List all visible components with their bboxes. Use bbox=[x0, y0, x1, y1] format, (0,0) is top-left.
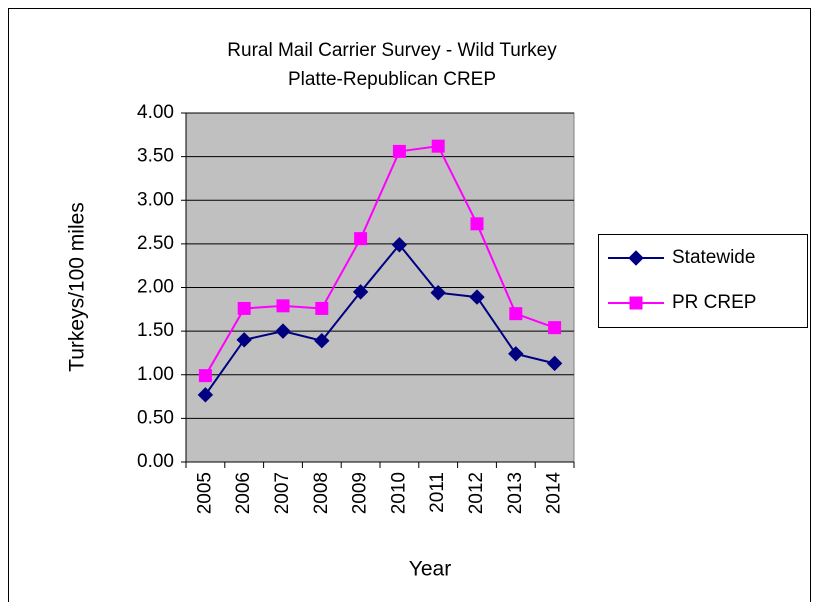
data-point bbox=[469, 289, 485, 305]
data-point bbox=[198, 369, 212, 383]
y-tick-label: 3.00 bbox=[137, 189, 174, 210]
y-tick-label: 0.50 bbox=[137, 407, 174, 428]
data-point bbox=[314, 333, 330, 349]
x-tick-label: 2011 bbox=[427, 472, 448, 513]
chart-subtitle: Platte-Republican CREP bbox=[288, 69, 496, 90]
legend-marker bbox=[628, 250, 644, 266]
data-point bbox=[237, 301, 251, 315]
y-tick-label: 2.50 bbox=[137, 233, 174, 254]
data-point bbox=[315, 301, 329, 315]
data-point bbox=[546, 355, 563, 372]
y-axis-title: Turkeys/100 miles bbox=[66, 202, 89, 372]
series-line bbox=[204, 145, 555, 377]
y-tick-label: 4.00 bbox=[137, 102, 174, 123]
data-point bbox=[430, 285, 446, 301]
data-point bbox=[275, 323, 291, 339]
data-point bbox=[354, 232, 368, 246]
x-axis-title: Year bbox=[409, 558, 451, 581]
y-tick-label: 1.00 bbox=[137, 364, 174, 385]
legend-label: PR CREP bbox=[672, 292, 756, 313]
data-point bbox=[508, 346, 524, 362]
x-tick-label: 2009 bbox=[350, 472, 371, 514]
x-tick-label: 2008 bbox=[311, 472, 332, 514]
x-tick-label: 2007 bbox=[272, 472, 293, 514]
x-tick-label: 2013 bbox=[505, 472, 526, 514]
data-point bbox=[236, 332, 252, 348]
data-point bbox=[391, 237, 408, 253]
data-point bbox=[197, 387, 214, 403]
data-point bbox=[548, 321, 562, 335]
x-tick-label: 2014 bbox=[544, 472, 565, 515]
series-line bbox=[204, 243, 555, 396]
x-tick-label: 2012 bbox=[466, 472, 487, 514]
data-point bbox=[392, 144, 406, 158]
data-point bbox=[509, 307, 523, 321]
y-tick-label: 2.00 bbox=[137, 277, 174, 298]
x-tick-label: 2005 bbox=[194, 472, 215, 514]
legend-marker bbox=[629, 296, 643, 310]
y-tick-label: 0.00 bbox=[137, 451, 174, 472]
y-tick-label: 3.50 bbox=[137, 146, 174, 167]
data-point bbox=[431, 139, 445, 153]
data-point bbox=[352, 284, 369, 300]
chart-title: Rural Mail Carrier Survey - Wild Turkey bbox=[227, 40, 557, 61]
data-point bbox=[470, 217, 484, 231]
x-tick-label: 2006 bbox=[233, 472, 254, 514]
x-tick-label: 2010 bbox=[388, 472, 409, 514]
data-point bbox=[276, 299, 290, 313]
legend bbox=[598, 234, 808, 328]
legend-label: Statewide bbox=[672, 247, 755, 268]
y-tick-label: 1.50 bbox=[137, 320, 174, 341]
